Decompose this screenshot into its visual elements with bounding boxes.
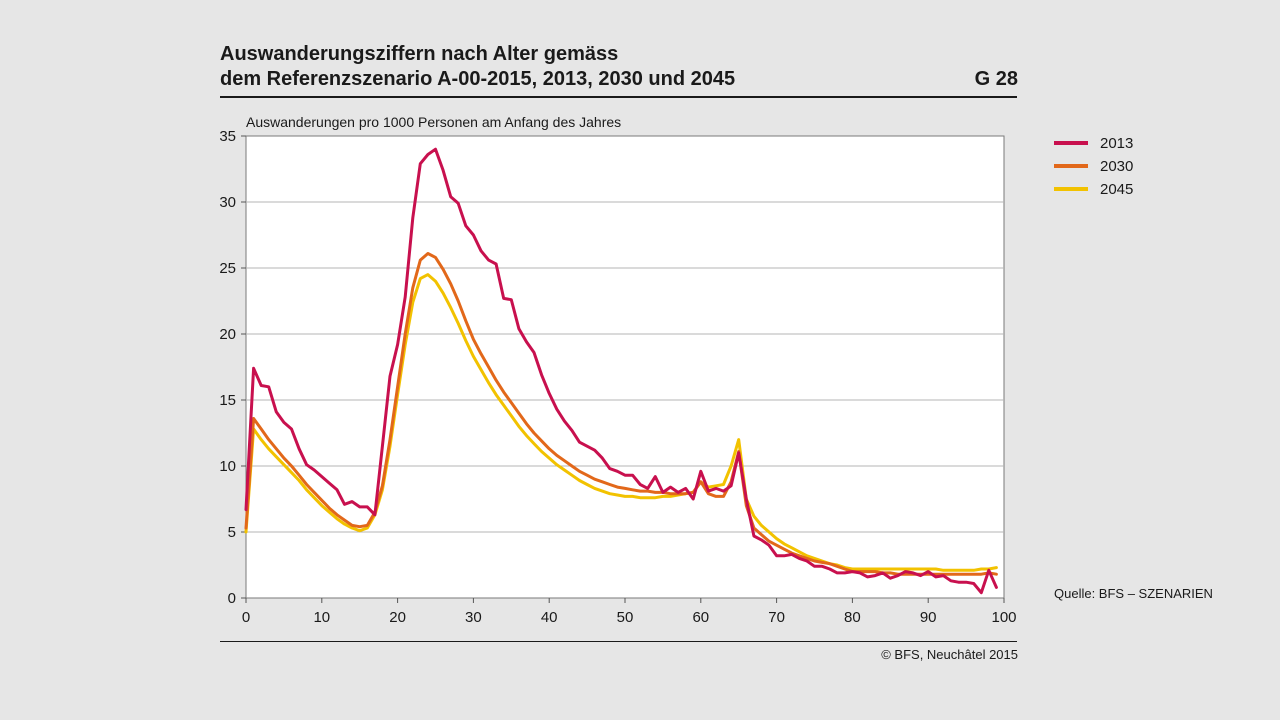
graphic-code: G 28 (974, 68, 1018, 90)
footer-rule (220, 641, 1017, 642)
source-note: Quelle: BFS – SZENARIEN (1054, 586, 1213, 601)
chart-title: Auswanderungsziffern nach Alter gemäss d… (220, 42, 1020, 92)
legend-label: 2045 (1100, 181, 1133, 198)
y-tick-label: 30 (219, 194, 236, 211)
x-tick-label: 50 (617, 609, 634, 626)
legend-label: 2030 (1100, 158, 1133, 175)
legend: 2013 2030 2045 (1054, 135, 1133, 198)
x-tick-label: 20 (389, 609, 406, 626)
y-tick-label: 5 (228, 524, 236, 541)
y-axis-label: Auswanderungen pro 1000 Personen am Anfa… (246, 114, 622, 130)
series-line-2030 (244, 252, 998, 576)
y-tick-label: 0 (228, 590, 236, 607)
y-tick-label: 15 (219, 392, 236, 409)
legend-label: 2013 (1100, 135, 1133, 152)
x-tick-label: 40 (541, 609, 558, 626)
plot-background (245, 135, 1005, 599)
x-tick-label: 90 (920, 609, 937, 626)
x-tick-label: 60 (692, 609, 709, 626)
y-tick-labels: 0 5 10 15 20 25 30 35 (219, 128, 246, 607)
x-tick-label: 10 (313, 609, 330, 626)
title-line-1: Auswanderungsziffern nach Alter gemäss (220, 43, 619, 65)
x-tick-label: 100 (991, 609, 1016, 626)
series-line-2013 (244, 147, 998, 595)
y-tick-label: 20 (219, 326, 236, 343)
header-rule (220, 96, 1017, 98)
y-tick-label: 35 (219, 128, 236, 145)
y-tick-label: 25 (219, 260, 236, 277)
x-tick-label: 0 (242, 609, 250, 626)
x-tick-label: 70 (768, 609, 785, 626)
title-line-2: dem Referenzszenario A-00-2015, 2013, 20… (220, 68, 736, 90)
x-tick-labels: 0 10 20 30 40 50 60 70 80 90 100 (242, 598, 1017, 626)
copyright-note: © BFS, Neuchâtel 2015 (881, 647, 1018, 662)
x-tick-label: 80 (844, 609, 861, 626)
series-lines (244, 147, 998, 595)
grid-lines (246, 201, 1004, 533)
y-tick-label: 10 (219, 458, 236, 475)
x-tick-label: 30 (465, 609, 482, 626)
